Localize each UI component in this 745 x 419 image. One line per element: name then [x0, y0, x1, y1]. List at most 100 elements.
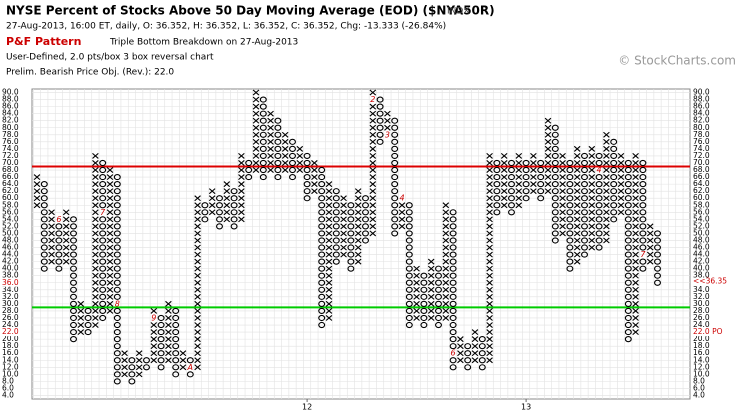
o-box [449, 364, 457, 371]
o-box [566, 244, 574, 251]
pnf-column [48, 209, 55, 265]
x-box [500, 167, 508, 173]
o-box [391, 145, 399, 152]
o-box [99, 251, 107, 258]
o-box [391, 117, 399, 124]
o-box [99, 307, 107, 315]
o-box [70, 328, 77, 336]
o-box [40, 195, 48, 202]
x-box [223, 216, 231, 223]
x-box [588, 160, 596, 166]
o-box [551, 159, 559, 167]
o-box [551, 223, 559, 230]
o-box [624, 188, 632, 195]
x-box [354, 237, 362, 244]
x-box [632, 216, 639, 223]
o-box [581, 237, 588, 244]
x-box [603, 138, 610, 145]
o-box [274, 152, 282, 160]
y-tick-label: 54.0 [2, 214, 19, 223]
o-box [405, 300, 413, 307]
o-box [405, 307, 413, 315]
o-box [113, 343, 121, 350]
right-marker: 22.0 PO [693, 327, 723, 336]
o-box [216, 202, 223, 209]
x-box [135, 357, 143, 364]
o-box [639, 265, 647, 272]
o-box [420, 307, 428, 315]
o-box [40, 244, 48, 251]
o-box [449, 265, 457, 272]
o-box [113, 307, 121, 315]
x-box [573, 258, 581, 265]
y-tick-label-right: 72.0 [693, 151, 710, 160]
o-box [551, 230, 559, 237]
x-box [325, 216, 333, 223]
o-box [99, 181, 107, 188]
x-box [369, 110, 377, 117]
o-box [624, 265, 632, 272]
x-box [588, 244, 596, 251]
x-box [92, 188, 99, 195]
x-box [486, 152, 493, 159]
o-box [654, 258, 661, 265]
month-marker: 4 [597, 166, 602, 175]
x-box [559, 195, 566, 202]
x-box [530, 188, 537, 195]
y-tick-label-right: 68.0 [693, 165, 710, 174]
y-tick-label-right: 46.0 [693, 243, 710, 252]
x-box [252, 96, 260, 103]
o-box [99, 314, 107, 322]
o-box [259, 152, 267, 160]
x-box [427, 315, 435, 321]
x-box [369, 117, 377, 124]
o-box [566, 265, 574, 272]
o-box [581, 188, 588, 195]
x-box [559, 188, 566, 195]
x-box [515, 152, 523, 159]
o-box [40, 258, 48, 265]
x-box [486, 293, 493, 300]
y-tick-label-right: 16.0 [693, 348, 710, 357]
pnf-column [508, 159, 515, 216]
o-box [435, 293, 442, 300]
x-box [515, 160, 523, 166]
x-box [194, 307, 201, 314]
o-box [40, 209, 48, 216]
y-tick-label-right: 82.0 [693, 116, 710, 125]
o-box [566, 181, 574, 188]
o-box [113, 357, 121, 364]
x-box [632, 265, 639, 272]
x-box [646, 223, 654, 230]
y-tick-label: 76.0 [2, 137, 19, 146]
o-box [99, 195, 107, 202]
x-box [559, 181, 566, 188]
x-box [252, 117, 260, 124]
o-box [113, 173, 121, 181]
pnf-column [70, 216, 77, 343]
o-box [128, 371, 136, 378]
o-box [40, 181, 48, 188]
x-box [325, 244, 333, 251]
o-box [405, 279, 413, 286]
o-box [624, 314, 632, 322]
pnf-column [128, 357, 136, 385]
o-box [303, 159, 311, 167]
y-tick-label-right: 74.0 [693, 144, 710, 153]
x-box [296, 167, 304, 173]
o-box [318, 293, 326, 300]
x-box [281, 167, 289, 173]
o-box [581, 181, 588, 188]
x-box [573, 230, 581, 237]
o-box [624, 166, 632, 174]
o-box [70, 300, 77, 307]
o-box [624, 307, 632, 315]
x-box [413, 286, 420, 293]
x-box [33, 188, 41, 195]
o-box [581, 251, 588, 258]
y-tick-label: 50.0 [2, 228, 19, 237]
o-box [595, 181, 603, 188]
o-box [610, 181, 618, 188]
o-box [581, 209, 588, 216]
o-box [391, 230, 399, 237]
